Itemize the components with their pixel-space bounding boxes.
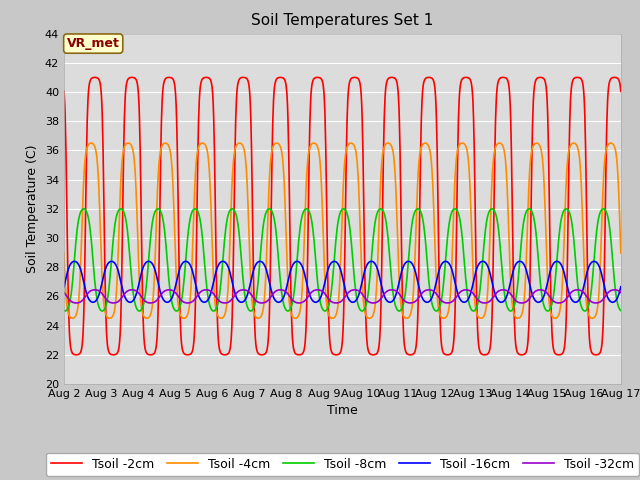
Tsoil -8cm (80, 206, 88, 212)
Tsoil -4cm (293, 315, 301, 321)
Tsoil -16cm (70, 259, 78, 264)
Tsoil -2cm (293, 351, 301, 357)
Tsoil -2cm (91, 74, 99, 80)
Y-axis label: Soil Temperature (C): Soil Temperature (C) (26, 144, 39, 273)
Tsoil -16cm (617, 284, 625, 289)
Tsoil -32cm (293, 300, 301, 306)
Tsoil -16cm (568, 297, 576, 303)
Tsoil -2cm (520, 351, 528, 357)
Tsoil -32cm (429, 288, 436, 293)
Tsoil -8cm (429, 302, 436, 308)
Tsoil -4cm (280, 163, 287, 169)
Tsoil -2cm (617, 88, 625, 94)
Tsoil -4cm (68, 315, 76, 321)
Tsoil -8cm (60, 308, 68, 313)
Tsoil -4cm (60, 250, 68, 256)
Tsoil -16cm (520, 262, 528, 268)
Tsoil -2cm (60, 88, 68, 94)
Tsoil -2cm (568, 80, 576, 86)
Tsoil -32cm (280, 288, 287, 293)
Line: Tsoil -16cm: Tsoil -16cm (64, 262, 621, 302)
Tsoil -8cm (520, 216, 528, 222)
Tsoil -16cm (293, 259, 301, 264)
Tsoil -32cm (568, 289, 576, 295)
Tsoil -2cm (184, 352, 191, 358)
Tsoil -32cm (617, 289, 625, 295)
Tsoil -4cm (617, 250, 625, 256)
Tsoil -16cm (60, 284, 68, 289)
Tsoil -16cm (429, 293, 436, 299)
X-axis label: Time: Time (327, 405, 358, 418)
Tsoil -2cm (72, 352, 80, 358)
Tsoil -16cm (184, 259, 191, 265)
Tsoil -32cm (91, 287, 99, 293)
Tsoil -16cm (280, 295, 287, 301)
Tsoil -8cm (293, 261, 301, 267)
Tsoil -4cm (520, 298, 528, 303)
Tsoil -4cm (87, 140, 95, 146)
Tsoil -2cm (429, 76, 436, 82)
Line: Tsoil -2cm: Tsoil -2cm (64, 77, 621, 355)
Line: Tsoil -32cm: Tsoil -32cm (64, 290, 621, 303)
Tsoil -16cm (89, 300, 97, 305)
Tsoil -4cm (429, 176, 436, 181)
Tsoil -4cm (568, 141, 576, 146)
Line: Tsoil -8cm: Tsoil -8cm (64, 209, 621, 311)
Tsoil -8cm (280, 300, 287, 305)
Tsoil -8cm (184, 234, 191, 240)
Line: Tsoil -4cm: Tsoil -4cm (64, 143, 621, 318)
Title: Soil Temperatures Set 1: Soil Temperatures Set 1 (252, 13, 433, 28)
Tsoil -32cm (520, 300, 528, 306)
Text: VR_met: VR_met (67, 37, 120, 50)
Tsoil -8cm (568, 222, 576, 228)
Tsoil -32cm (184, 300, 191, 306)
Tsoil -8cm (617, 308, 625, 313)
Tsoil -4cm (184, 312, 191, 317)
Tsoil -2cm (280, 75, 287, 81)
Legend: Tsoil -2cm, Tsoil -4cm, Tsoil -8cm, Tsoil -16cm, Tsoil -32cm: Tsoil -2cm, Tsoil -4cm, Tsoil -8cm, Tsoi… (45, 453, 639, 476)
Tsoil -32cm (60, 289, 68, 295)
Tsoil -32cm (72, 300, 80, 306)
Tsoil -8cm (61, 308, 69, 314)
